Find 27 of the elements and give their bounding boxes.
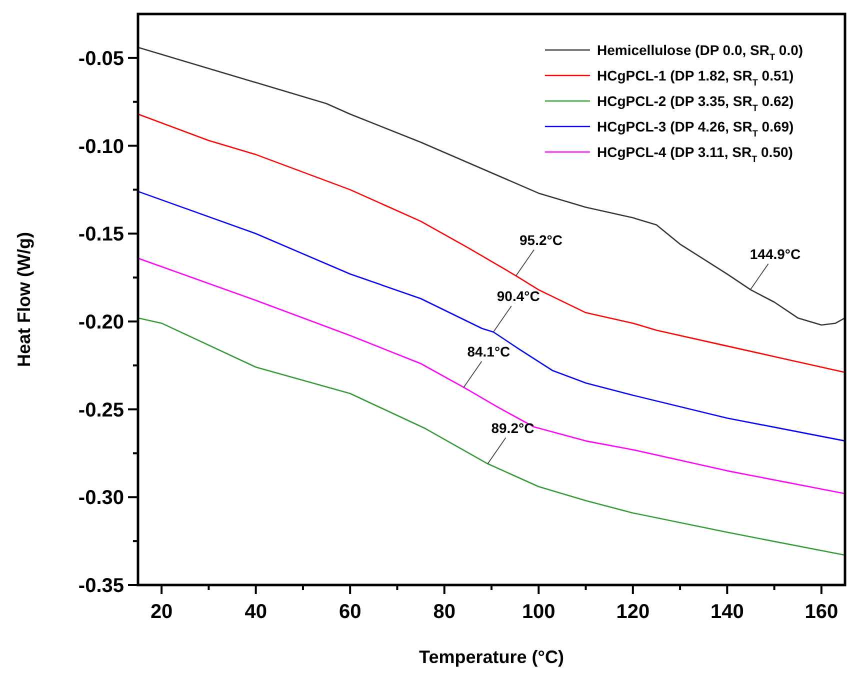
legend-label: HCgPCL-2 (DP 3.35, SR$_{T}$ 0.62) [597,93,794,113]
x-axis-title: Temperature (°C) [419,647,564,667]
x-tick-label: 60 [338,601,362,623]
x-tick-label: 80 [433,601,456,623]
y-tick-label: -0.05 [78,48,124,70]
y-tick-label: -0.15 [78,224,124,246]
annotation: 89.2°C [491,420,534,436]
x-tick-label: 120 [616,601,650,623]
y-tick-label: -0.30 [78,487,124,510]
annotation: 95.2°C [520,232,562,248]
legend-label: HCgPCL-4 (DP 3.11, SR$_{T}$ 0.50) [597,144,793,164]
x-tick-label: 40 [244,601,267,623]
legend-label: HCgPCL-3 (DP 4.26, SR$_{T}$ 0.69) [597,118,794,138]
legend-label: Hemicellulose (DP 0.0, SR$_{T}$ 0.0) [597,42,804,62]
annotation: 144.9°C [750,246,801,262]
y-tick-label: -0.25 [78,399,124,422]
annotation: 90.4°C [496,288,540,304]
x-tick-label: 160 [804,601,838,623]
annotation: 84.1°C [467,343,510,360]
x-tick-label: 140 [710,601,744,623]
y-tick-label: -0.10 [78,136,124,158]
y-axis-title: Heat Flow (W/g) [14,232,34,367]
x-tick-label: 20 [150,601,173,623]
y-tick-label: -0.35 [78,575,124,597]
x-tick-label: 100 [522,601,556,623]
y-tick-label: -0.20 [78,311,124,334]
legend-label: HCgPCL-1 (DP 1.82, SR$_{T}$ 0.51) [597,68,794,88]
